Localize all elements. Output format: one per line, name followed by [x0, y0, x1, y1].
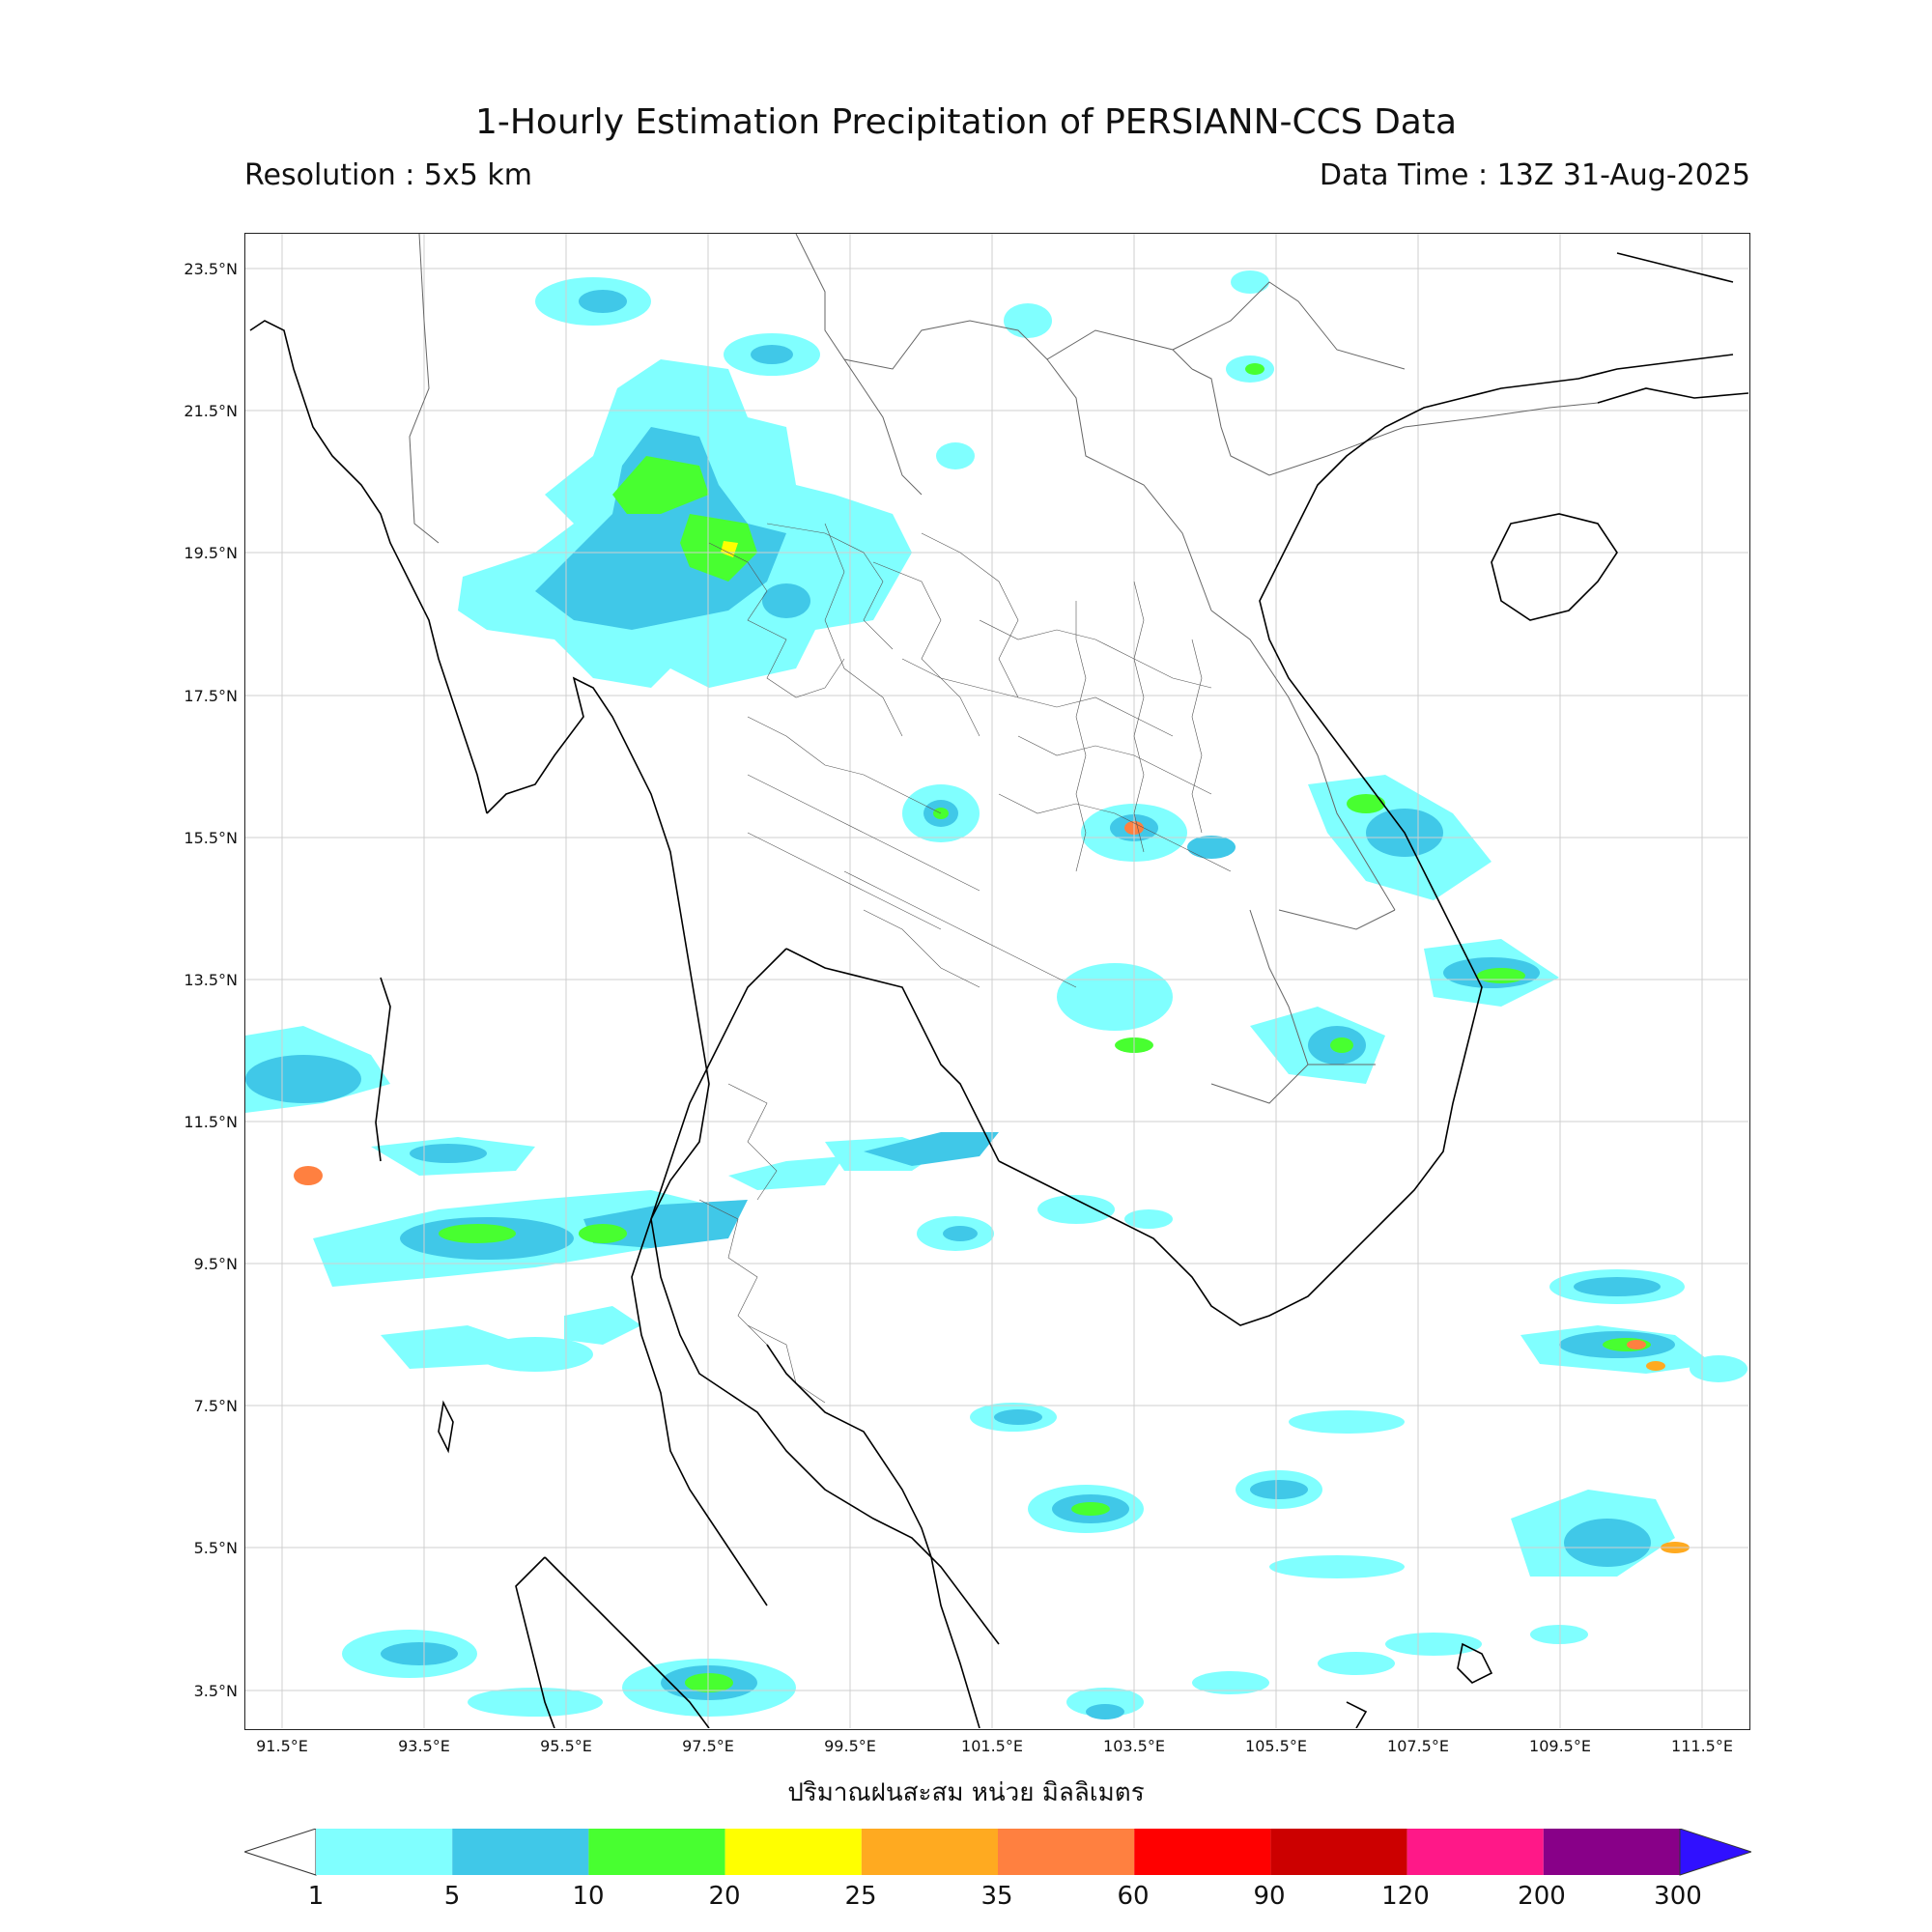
colorbar-under-arrow [244, 1829, 317, 1876]
colorbar-cells [316, 1829, 1680, 1875]
lat-tick: 13.5°N [184, 971, 238, 989]
colorbar-tick: 5 [443, 1882, 461, 1911]
colorbar-cell [724, 1829, 862, 1875]
colorbar-cell [861, 1829, 998, 1875]
lat-tick: 11.5°N [184, 1113, 238, 1131]
coastlines [249, 252, 1748, 1728]
lon-tick: 105.5°E [1245, 1737, 1307, 1755]
grid-lines [245, 234, 1748, 1728]
lat-tick: 19.5°N [184, 544, 238, 562]
colorbar-tick: 300 [1654, 1882, 1702, 1911]
lon-tick: 107.5°E [1387, 1737, 1449, 1755]
colorbar-tick: 20 [708, 1882, 741, 1911]
map-title: 1-Hourly Estimation Precipitation of PER… [474, 102, 1458, 142]
colorbar [244, 1829, 1751, 1876]
precipitation-unit-label: ปริมาณฝนสะสม หน่วย มิลลิเมตร [787, 1778, 1145, 1807]
data-time-label: Data Time : 13Z 31-Aug-2025 [1319, 158, 1750, 192]
lon-tick: 101.5°E [961, 1737, 1023, 1755]
lat-tick: 9.5°N [193, 1255, 238, 1273]
resolution-label: Resolution : 5x5 km [244, 158, 532, 192]
lat-tick: 21.5°N [184, 402, 238, 420]
lat-tick: 15.5°N [184, 829, 238, 847]
lon-tick: 91.5°E [256, 1737, 308, 1755]
colorbar-cell [1543, 1829, 1680, 1875]
rain-layer [245, 270, 1747, 1719]
colorbar-cell [1270, 1829, 1407, 1875]
precipitation-map: 23.5°N 21.5°N 19.5°N 17.5°N 15.5°N 13.5°… [184, 233, 1750, 1755]
colorbar-tick: 120 [1381, 1882, 1430, 1911]
colorbar-tick: 35 [980, 1882, 1013, 1911]
colorbar-over-arrow [1679, 1829, 1751, 1876]
lon-tick: 109.5°E [1529, 1737, 1591, 1755]
colorbar-cell [1406, 1829, 1544, 1875]
province-lines [698, 523, 1232, 1404]
lat-tick: 3.5°N [193, 1682, 238, 1700]
lon-tick: 103.5°E [1103, 1737, 1165, 1755]
lat-tick: 7.5°N [193, 1397, 238, 1415]
colorbar-tick: 25 [844, 1882, 877, 1911]
map-canvas [245, 234, 1748, 1728]
colorbar-tick: 200 [1518, 1882, 1566, 1911]
colorbar-cell [588, 1829, 725, 1875]
colorbar-tick: 90 [1253, 1882, 1286, 1911]
country-borders [409, 234, 1599, 1104]
lon-tick: 97.5°E [682, 1737, 734, 1755]
colorbar-tick: 60 [1117, 1882, 1150, 1911]
lat-tick: 17.5°N [184, 687, 238, 705]
colorbar-tick: 10 [572, 1882, 605, 1911]
colorbar-cell [998, 1829, 1135, 1875]
colorbar-cell [452, 1829, 589, 1875]
lon-tick: 111.5°E [1671, 1737, 1733, 1755]
lon-tick: 99.5°E [824, 1737, 876, 1755]
colorbar-tick: 1 [307, 1882, 325, 1911]
colorbar-cell [316, 1829, 453, 1875]
lon-tick: 93.5°E [398, 1737, 450, 1755]
lat-tick: 5.5°N [193, 1539, 238, 1557]
lon-tick: 95.5°E [540, 1737, 592, 1755]
colorbar-cell [1134, 1829, 1271, 1875]
lat-tick: 23.5°N [184, 260, 238, 278]
